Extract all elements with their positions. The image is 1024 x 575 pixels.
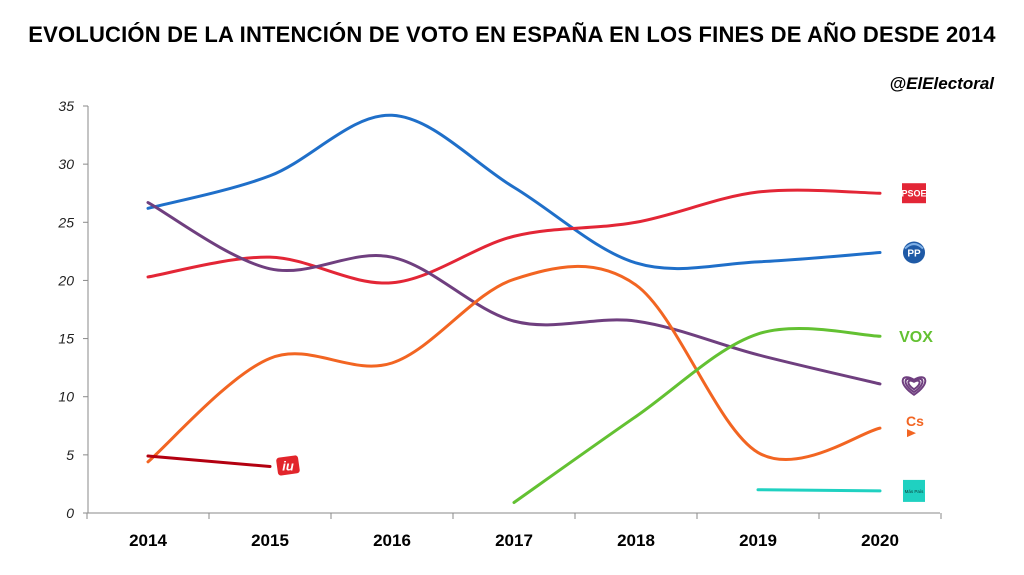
y-tick-label: 10 bbox=[58, 389, 74, 405]
vox-logo-text: VOX bbox=[899, 329, 933, 346]
x-tick-label: 2017 bbox=[495, 531, 533, 550]
author-handle: @ElElectoral bbox=[889, 74, 994, 93]
mas_pais-logo-text: Más País bbox=[905, 489, 925, 494]
pp-logo-icon: PP bbox=[903, 241, 925, 264]
series-line-podemos bbox=[146, 201, 882, 386]
series-lines bbox=[146, 113, 882, 505]
series-line-pp bbox=[146, 113, 882, 271]
y-tick-label: 15 bbox=[58, 331, 74, 347]
axes: 0 5 10 15 20 25 30 35 2014 2015 2016 2017 2018 2019 20… bbox=[57, 98, 942, 550]
x-tick-label: 2019 bbox=[739, 531, 777, 550]
series-line-cs bbox=[146, 264, 882, 464]
x-tick-label: 2018 bbox=[617, 531, 655, 550]
series-line-mas_pais bbox=[756, 488, 882, 493]
podemos-logo-icon bbox=[901, 376, 927, 396]
y-tick-label: 25 bbox=[57, 214, 74, 230]
chart-title: EVOLUCIÓN DE LA INTENCIÓN DE VOTO EN ESP… bbox=[28, 22, 996, 47]
mas-pais-logo-icon: Más País bbox=[903, 479, 925, 502]
party-logos: PSOE PP VOX Cs Más País iu bbox=[276, 183, 933, 502]
x-tick-label: 2015 bbox=[251, 531, 289, 550]
series-line-vox bbox=[512, 326, 882, 505]
cs-logo-icon: Cs bbox=[906, 413, 924, 438]
series-line-iu bbox=[146, 454, 272, 468]
y-tick-label: 0 bbox=[66, 505, 74, 521]
x-tick-label: 2014 bbox=[129, 531, 167, 550]
iu-logo-text: iu bbox=[282, 458, 294, 473]
y-tick-label: 20 bbox=[57, 272, 74, 288]
psoe-logo-icon: PSOE bbox=[901, 183, 927, 204]
y-tick-label: 5 bbox=[66, 447, 74, 463]
psoe-logo-text: PSOE bbox=[901, 189, 926, 199]
iu-logo-icon: iu bbox=[276, 455, 300, 476]
y-tick-label: 30 bbox=[58, 156, 74, 172]
x-tick-label: 2016 bbox=[373, 531, 411, 550]
series-line-psoe bbox=[146, 188, 882, 285]
vox-logo-icon: VOX bbox=[899, 329, 933, 346]
cs-logo-text: Cs bbox=[906, 413, 924, 429]
pp-logo-text: PP bbox=[907, 249, 921, 260]
x-tick-label: 2020 bbox=[861, 531, 899, 550]
y-tick-label: 35 bbox=[58, 98, 74, 114]
